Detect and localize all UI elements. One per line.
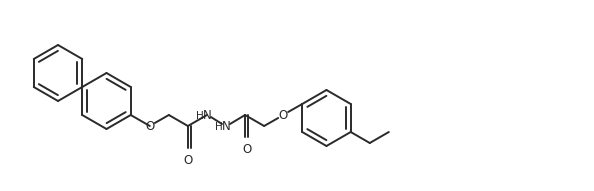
Text: O: O xyxy=(184,154,192,167)
Text: N: N xyxy=(222,120,230,133)
Text: H: H xyxy=(215,122,223,132)
Text: H: H xyxy=(196,111,204,121)
Text: O: O xyxy=(242,143,251,156)
Text: O: O xyxy=(279,108,287,121)
Text: N: N xyxy=(203,108,211,121)
Text: O: O xyxy=(145,120,154,133)
